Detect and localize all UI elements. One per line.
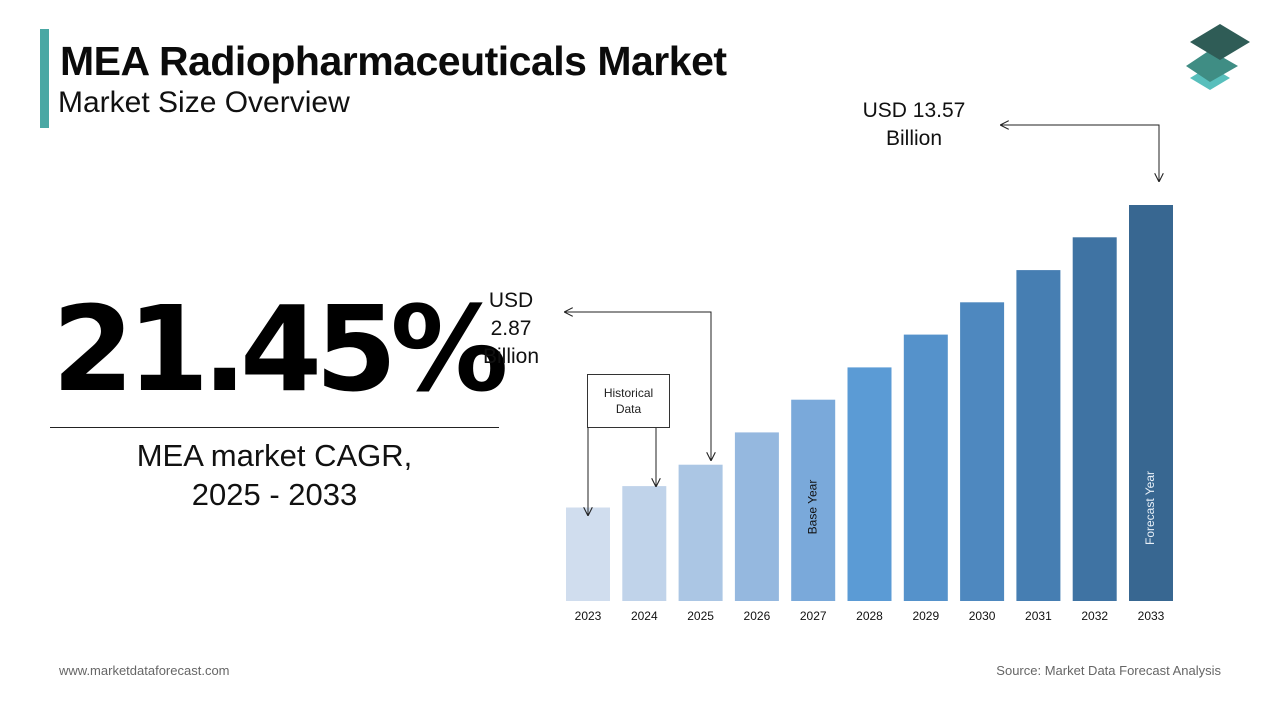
x-axis-tick-labels: 2023 2024 2025 2026 2027 2028 2029 2030 2031 2032… [575, 609, 1165, 623]
x-tick-2023: 2023 [575, 609, 602, 623]
cagr-label-line2: 2025 - 2033 [191, 477, 358, 512]
historical-box-line1: Historical [603, 386, 654, 400]
bar-label-2033: Forecast Year [1143, 471, 1157, 545]
bar-2026 [734, 432, 779, 601]
end-callout-line2: Billion [885, 127, 943, 150]
historical-box-line2: Data [615, 402, 642, 416]
bars-group [566, 205, 1173, 602]
title-accent-bar [40, 29, 49, 128]
logo-layer-top [1190, 24, 1250, 60]
brand-logo-icon [1186, 24, 1250, 90]
bar-2031 [1016, 270, 1061, 601]
end-callout-line1: USD 13.57 [862, 99, 966, 122]
x-tick-2030: 2030 [969, 609, 996, 623]
bar-label-2027: Base Year [805, 480, 819, 535]
footer-website-link[interactable]: www.marketdataforecast.com [59, 663, 230, 678]
bar-2024 [622, 486, 667, 601]
bar-2025 [678, 464, 723, 601]
bar-2027 [791, 399, 836, 601]
x-tick-2033: 2033 [1138, 609, 1165, 623]
x-tick-2024: 2024 [631, 609, 658, 623]
historical-data-box: Historical Data [587, 374, 670, 428]
cagr-value: 21.45% [52, 280, 508, 418]
x-tick-2027: 2027 [800, 609, 827, 623]
bar-2032 [1072, 237, 1117, 602]
start-value-callout: USD 2.87 Billion [470, 287, 552, 371]
bar-2030 [960, 302, 1005, 601]
page-subtitle: Market Size Overview [58, 86, 350, 119]
cagr-divider [50, 427, 499, 428]
start-callout-line3: Billion [482, 345, 540, 368]
logo-layer-middle [1186, 50, 1238, 82]
start-callout-line1: USD [488, 289, 534, 312]
end-value-connector-arrow [1001, 125, 1159, 181]
bar-2028 [847, 367, 892, 601]
start-value-connector-arrow [565, 312, 711, 460]
x-tick-2031: 2031 [1025, 609, 1052, 623]
x-tick-2025: 2025 [687, 609, 714, 623]
page-title: MEA Radiopharmaceuticals Market [60, 38, 727, 84]
end-value-callout: USD 13.57 Billion [850, 97, 978, 153]
x-tick-2026: 2026 [744, 609, 771, 623]
bar-labels-group: Base Year Forecast Year [805, 471, 1157, 545]
bar-2033 [1129, 205, 1173, 601]
x-tick-2028: 2028 [856, 609, 883, 623]
x-tick-2029: 2029 [912, 609, 939, 623]
cagr-label: MEA market CAGR, 2025 - 2033 [50, 436, 499, 514]
bar-2029 [903, 334, 948, 601]
footer-source: Source: Market Data Forecast Analysis [996, 663, 1221, 678]
bar-2023 [566, 507, 610, 601]
cagr-label-line1: MEA market CAGR, [136, 438, 413, 473]
start-callout-line2: 2.87 [490, 317, 532, 340]
x-tick-2032: 2032 [1081, 609, 1108, 623]
